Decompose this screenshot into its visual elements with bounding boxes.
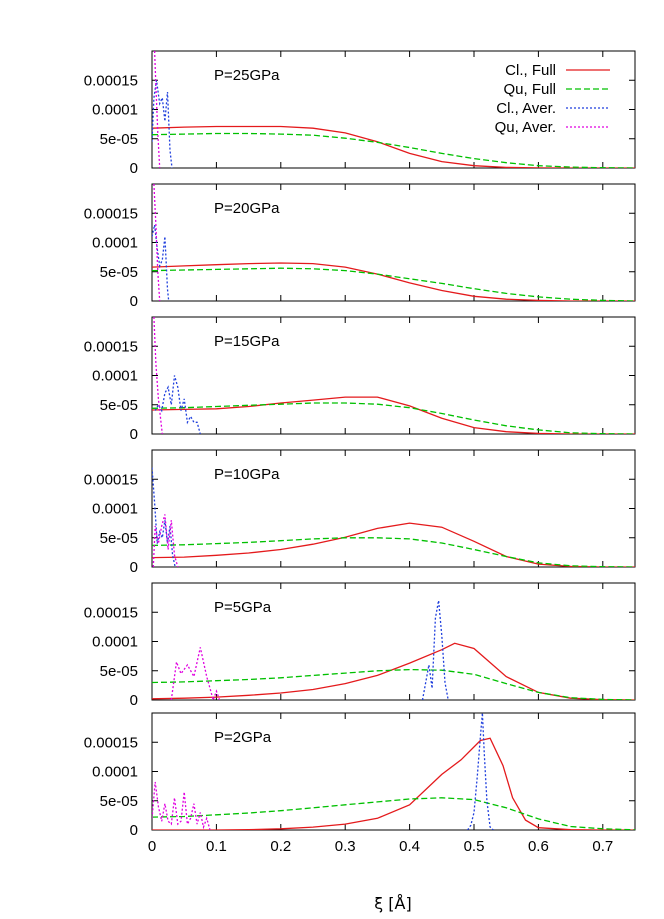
x-axis-title: ξ [Å] (374, 894, 411, 913)
series-line-cl_aver (421, 600, 449, 700)
panel-label: P=15GPa (214, 333, 280, 350)
y-tick-label: 0.00015 (84, 604, 138, 621)
y-tick-label: 0 (130, 426, 138, 443)
legend-label-cl_aver: Cl., Aver. (496, 100, 556, 117)
y-tick-label: 0 (130, 822, 138, 839)
x-tick-label: 0 (148, 838, 156, 855)
x-tick-label: 0.7 (592, 838, 613, 855)
x-tick-label: 0.5 (464, 838, 485, 855)
y-tick-label: 0.0001 (92, 235, 138, 252)
legend-label-cl_full: Cl., Full (505, 62, 556, 79)
x-tick-label: 0.3 (335, 838, 356, 855)
panel-0: 0 5e-05 0.0001 0.00015 P=25GPa Cl., Full Qu, F… (84, 50, 636, 177)
series-line-cl_full (152, 396, 635, 434)
y-tick-label: 0 (130, 692, 138, 709)
y-tick-label: 5e-05 (100, 131, 138, 148)
series-line-cl_full (152, 642, 635, 700)
x-tick-label: 0.6 (528, 838, 549, 855)
y-tick-label: 0.00015 (84, 471, 138, 488)
y-tick-label: 0.0001 (92, 764, 138, 781)
y-tick-label: 0 (130, 559, 138, 576)
legend-label-qu_full: Qu, Full (503, 81, 556, 98)
y-tick-label: 0.0001 (92, 368, 138, 385)
series-line-cl_aver (154, 375, 201, 434)
series-line-qu_aver (153, 317, 163, 434)
y-tick-label: 0 (130, 293, 138, 310)
panel-1: 0 5e-05 0.0001 0.00015 P=20GPa (84, 183, 636, 310)
panel-label: P=25GPa (214, 67, 280, 84)
y-tick-label: 0.0001 (92, 501, 138, 518)
series-line-qu_full (152, 668, 635, 700)
series-line-qu_aver (152, 514, 179, 567)
series-line-qu_full (152, 267, 635, 301)
series-line-cl_aver (467, 713, 494, 830)
legend: Cl., Full Qu, Full Cl., Aver. Qu, Aver. (495, 62, 610, 136)
series-line-qu_aver (152, 781, 211, 830)
y-tick-label: 0.0001 (92, 634, 138, 651)
panel-3: 0 5e-05 0.0001 0.00015 P=10GPa (84, 449, 636, 576)
x-tick-label: 0.4 (399, 838, 420, 855)
x-axis: 0 0.1 0.2 0.3 0.4 0.5 0.6 0.7 (148, 838, 613, 855)
series-line-cl_aver (152, 80, 173, 168)
series-line-qu_full (152, 537, 635, 567)
panel-label: P=2GPa (214, 729, 272, 746)
series-line-cl_full (152, 125, 635, 168)
y-tick-label: 5e-05 (100, 264, 138, 281)
y-tick-label: 0.00015 (84, 338, 138, 355)
y-tick-label: 5e-05 (100, 397, 138, 414)
y-tick-label: 0.0001 (92, 102, 138, 119)
y-tick-label: 5e-05 (100, 793, 138, 810)
series-line-cl_full (152, 262, 635, 301)
y-tick-label: 0.00015 (84, 205, 138, 222)
series-line-cl_full (152, 737, 635, 830)
series-line-qu_aver (153, 51, 161, 168)
panel-label: P=20GPa (214, 200, 280, 217)
panel-label: P=5GPa (214, 599, 272, 616)
x-tick-label: 0.1 (206, 838, 227, 855)
legend-label-qu_aver: Qu, Aver. (495, 119, 556, 136)
panel-4: 0 5e-05 0.0001 0.00015 P=5GPa (84, 582, 636, 709)
series-line-qu_aver (153, 184, 161, 301)
y-tick-label: 5e-05 (100, 663, 138, 680)
panel-label: P=10GPa (214, 466, 280, 483)
panel-5: 0 5e-05 0.0001 0.00015 P=2GPa (84, 712, 636, 839)
series-line-qu_full (152, 797, 635, 830)
panel-2: 0 5e-05 0.0001 0.00015 P=15GPa (84, 316, 636, 443)
panels-group: 0 5e-05 0.0001 0.00015 P=25GPa Cl., Full Qu, F… (84, 50, 636, 839)
series-line-cl_full (152, 522, 635, 567)
y-tick-label: 0 (130, 160, 138, 177)
y-tick-label: 0.00015 (84, 734, 138, 751)
y-tick-label: 5e-05 (100, 530, 138, 547)
x-tick-label: 0.2 (270, 838, 291, 855)
series-line-cl_aver (152, 467, 176, 567)
y-tick-label: 0.00015 (84, 72, 138, 89)
series-line-qu_aver (170, 647, 221, 700)
series-line-qu_full (152, 132, 635, 168)
series-line-cl_aver (152, 224, 170, 301)
